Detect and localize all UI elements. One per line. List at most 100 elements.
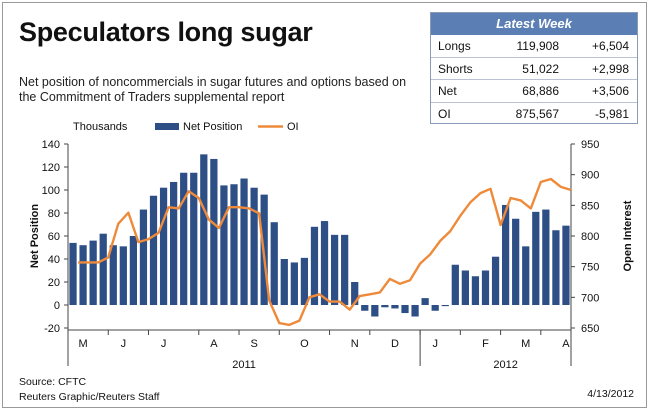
net-position-bar [391, 305, 399, 309]
latest-week-row: Net 68,886 +3,506 [431, 80, 637, 103]
net-position-bar [501, 204, 510, 305]
y-tick-label-left: 80 [48, 208, 60, 220]
row-change: +3,506 [591, 84, 629, 98]
latest-week-table: Latest Week Longs 119,908 +6,504 Shorts … [430, 12, 638, 124]
net-position-bar [351, 282, 359, 305]
legend-bar-swatch [155, 123, 179, 130]
month-tick-label: J [121, 338, 127, 350]
net-position-bar [491, 256, 500, 305]
net-position-bar [421, 298, 429, 305]
latest-week-row: Longs 119,908 +6,504 [431, 35, 637, 58]
y-tick-label-left: 20 [48, 277, 60, 289]
net-position-bar [159, 187, 168, 305]
net-position-bar [532, 211, 540, 305]
row-label: OI [438, 106, 451, 121]
net-position-bar [330, 234, 339, 305]
chart-subtitle: Net position of noncommercials in sugar … [19, 75, 407, 104]
net-position-bar [431, 305, 439, 311]
row-value: 68,886 [522, 84, 559, 98]
net-position-bar [200, 154, 208, 305]
month-tick-label: D [391, 338, 399, 350]
net-position-bar [230, 184, 238, 305]
net-position-bar [522, 246, 530, 305]
net-position-bar [451, 264, 459, 305]
net-position-bar [552, 230, 560, 305]
y-tick-label-left: 120 [42, 162, 60, 174]
latest-week-header: Latest Week [431, 13, 637, 35]
month-tick-label: N [351, 338, 359, 350]
credit-note: Reuters Graphic/Reuters Staff [19, 391, 160, 403]
net-position-bar [109, 245, 117, 305]
net-position-bar [290, 262, 298, 305]
publish-date: 4/13/2012 [587, 388, 634, 400]
month-tick-label: O [300, 338, 309, 350]
net-position-bar [512, 218, 520, 305]
net-position-bar [220, 185, 228, 305]
y-tick-label-right: 950 [581, 139, 599, 151]
net-position-bar [361, 305, 369, 311]
month-tick-label: F [482, 338, 489, 350]
year-label: 2012 [493, 359, 517, 371]
net-position-bar [250, 187, 258, 305]
sugar-chart: Thousands Net Position OI Net Position O… [29, 121, 634, 371]
month-tick-label: J [432, 338, 438, 350]
net-position-bar [481, 270, 490, 305]
month-tick-label: M [521, 338, 530, 350]
y-tick-label-left: 60 [48, 231, 60, 243]
latest-week-row: OI 875,567 -5,981 [431, 103, 637, 125]
month-tick-label: A [210, 338, 218, 350]
month-tick-label: A [562, 338, 570, 350]
y-tick-label-right: 900 [581, 170, 599, 182]
net-position-bar [170, 181, 178, 305]
net-position-bar [210, 158, 218, 305]
net-position-bar [562, 225, 570, 305]
net-position-bar [341, 234, 349, 305]
y-tick-label-left: 100 [42, 185, 60, 197]
legend-net-position: Net Position [183, 121, 242, 133]
month-tick-label: J [161, 338, 167, 350]
net-position-bar [89, 240, 97, 305]
y-tick-label-right: 650 [581, 323, 599, 335]
units-label: Thousands [73, 121, 128, 133]
net-position-bar [371, 305, 379, 317]
row-label: Shorts [438, 61, 473, 76]
y-tick-label-left: 40 [48, 254, 60, 266]
latest-week-row: Shorts 51,022 +2,998 [431, 58, 637, 80]
net-position-bar [79, 245, 87, 305]
y-tick-label-left: 0 [54, 300, 60, 312]
net-position-bar [99, 233, 107, 305]
source-note: Source: CFTC [19, 376, 87, 388]
net-position-bar [129, 236, 138, 305]
y-axis-right-title: Open Interest [622, 200, 634, 271]
net-position-bar [300, 257, 309, 305]
row-change: +2,998 [591, 61, 629, 76]
row-value: 875,567 [515, 106, 559, 121]
oi-line [78, 177, 572, 327]
legend-oi: OI [287, 121, 299, 133]
net-position-bar [240, 178, 248, 305]
net-position-bar [461, 270, 469, 305]
net-position-bar [270, 222, 278, 305]
row-label: Longs [438, 39, 471, 53]
net-position-bar [280, 259, 288, 305]
net-position-bar [139, 209, 148, 305]
year-label: 2011 [232, 359, 256, 371]
row-value: 51,022 [522, 61, 559, 76]
net-position-bar [401, 305, 409, 314]
net-position-bar [411, 305, 419, 317]
row-value: 119,908 [516, 39, 560, 53]
y-axis-left-title: Net Position [29, 204, 41, 268]
net-position-bar [441, 305, 449, 307]
net-position-bar [471, 276, 480, 305]
y-tick-label-right: 750 [581, 262, 599, 274]
row-change: +6,504 [591, 39, 629, 53]
month-tick-label: M [79, 338, 88, 350]
net-position-bar [119, 246, 127, 305]
y-tick-label-left: -20 [44, 323, 60, 335]
net-position-bar [69, 242, 77, 305]
net-position-bar [190, 172, 198, 305]
net-position-bar [149, 195, 158, 305]
row-change: -5,981 [594, 106, 629, 121]
net-position-bar [310, 226, 319, 305]
net-position-bar [180, 172, 188, 305]
